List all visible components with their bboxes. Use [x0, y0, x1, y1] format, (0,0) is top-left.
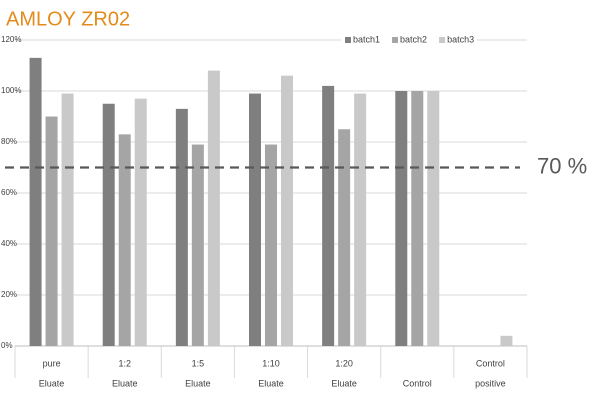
bar	[338, 129, 351, 346]
y-tick-label: 100%	[1, 86, 21, 95]
x-tick-label: 1:10	[262, 358, 280, 368]
legend-swatch	[345, 37, 351, 43]
x-tick-label: positive	[475, 378, 506, 388]
y-tick-label: 20%	[1, 290, 17, 299]
y-tick-label: 60%	[1, 188, 17, 197]
reference-label: 70 %	[537, 153, 587, 178]
legend-background	[341, 33, 477, 47]
bar	[118, 134, 131, 346]
bar	[500, 335, 513, 346]
y-tick-label: 0%	[1, 341, 13, 350]
bar	[191, 144, 204, 346]
bar	[322, 85, 335, 347]
legend-swatch	[392, 37, 399, 43]
y-tick-label: 40%	[1, 239, 17, 248]
bar	[29, 57, 42, 346]
x-tick-label: Eluate	[39, 378, 65, 388]
bar	[45, 116, 58, 346]
bar	[102, 103, 115, 346]
x-tick-label: Eluate	[112, 378, 138, 388]
bar	[281, 75, 293, 346]
bar	[207, 70, 220, 346]
x-tick-label: Control	[476, 358, 505, 368]
x-tick-label: 1:2	[118, 358, 131, 368]
bar	[134, 98, 147, 347]
legend-label: batch3	[447, 34, 474, 44]
bar	[249, 93, 261, 346]
legend-swatch	[439, 37, 446, 43]
x-tick-label: 1:5	[192, 358, 205, 368]
x-tick-label: pure	[43, 358, 61, 368]
bar	[354, 93, 367, 346]
legend-label: batch1	[353, 34, 380, 44]
y-tick-label: 120%	[1, 35, 21, 44]
x-tick-label: Eluate	[331, 378, 357, 388]
bar	[61, 93, 74, 346]
chart-title: AMLOY ZR02	[6, 8, 130, 30]
legend-label: batch2	[400, 34, 427, 44]
x-tick-label: Control	[403, 378, 432, 388]
bar	[395, 91, 408, 346]
x-tick-label: Eluate	[258, 378, 284, 388]
bar	[175, 108, 188, 346]
x-tick-label: Eluate	[185, 378, 211, 388]
bar	[411, 91, 424, 346]
bar	[265, 144, 277, 346]
y-tick-label: 80%	[1, 137, 17, 146]
x-tick-label: 1:20	[335, 358, 353, 368]
bar	[427, 91, 440, 346]
